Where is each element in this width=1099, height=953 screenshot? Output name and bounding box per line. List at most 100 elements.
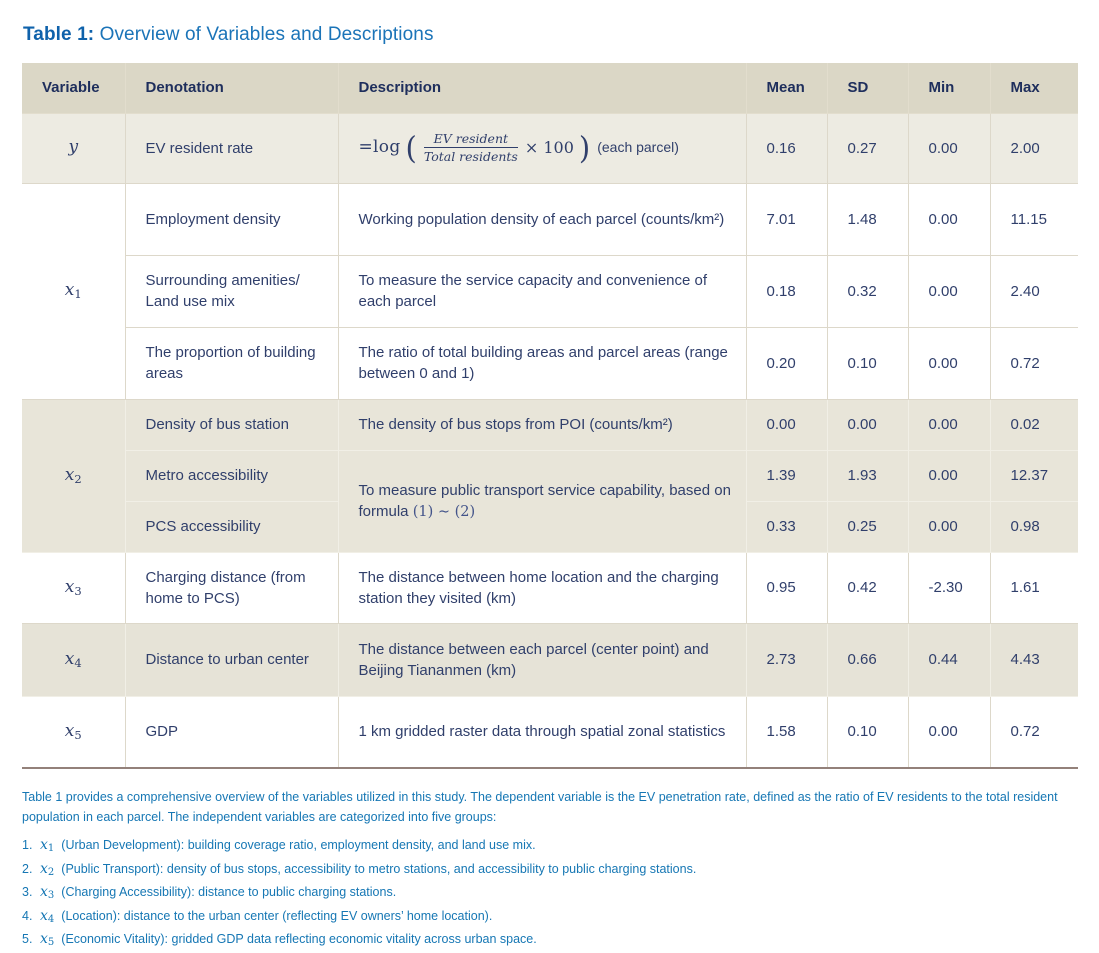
formula-reference: (1) ∼ (2) [412,503,476,520]
max-cell: 11.15 [989,182,1078,256]
sd-cell: 1.93 [826,449,909,502]
denotation-cell: EV resident rate [124,112,339,184]
variable-cell-x3: x3 [22,551,126,624]
description-cell-formula: =log ( EV resident Total residents × 100… [337,112,747,184]
description-cell: Working population density of each parce… [337,182,747,256]
mean-cell: 7.01 [745,182,828,256]
mean-cell: 0.18 [745,254,828,328]
table-row: y EV resident rate =log ( EV resident To… [22,112,1078,184]
variable-cell-x4: x4 [22,622,126,697]
list-item: 1. x1 (Urban Development): building cove… [22,834,1078,858]
description-cell: To measure the service capacity and conv… [337,254,747,328]
sd-cell: 0.42 [826,551,909,624]
math-var-x4: x4 [64,648,82,670]
sd-cell: 0.66 [826,622,909,697]
footnote-intro: Table 1 provides a comprehensive overvie… [22,790,1058,824]
table-row: x5 GDP 1 km gridded raster data through … [22,695,1078,767]
table-row: x4 Distance to urban center The distance… [22,622,1078,697]
header-max: Max [989,63,1078,114]
list-item: 3. x3 (Charging Accessibility): distance… [22,881,1078,905]
max-cell: 2.00 [989,112,1078,184]
header-sd: SD [826,63,909,114]
math-var-x3: x3 [64,576,82,598]
max-cell: 0.02 [989,398,1078,451]
mean-cell: 0.95 [745,551,828,624]
min-cell: 0.00 [907,326,991,400]
table-number-label: Table 1: [23,24,95,45]
max-cell: 0.72 [989,695,1078,767]
denotation-cell: PCS accessibility [125,500,339,553]
max-cell: 0.98 [989,500,1078,553]
max-cell: 1.61 [989,551,1078,624]
description-cell: The density of bus stops from POI (count… [337,398,747,451]
description-cell: The ratio of total building areas and pa… [337,326,747,400]
variable-cell-x1: x1 [22,182,126,400]
sd-cell: 0.25 [826,500,909,553]
page-title: Table 1: Overview of Variables and Descr… [23,24,1078,46]
max-cell: 2.40 [989,254,1078,328]
variable-cell-y: y [22,112,126,184]
variable-cell-x5: x5 [22,695,126,767]
denotation-cell: The proportion of building areas [125,326,339,400]
math-var-x4: x4 [40,907,55,925]
header-variable: Variable [22,63,126,114]
denotation-cell: Charging distance (from home to PCS) [124,551,339,624]
sd-cell: 0.32 [826,254,909,328]
mean-cell: 0.00 [745,398,828,451]
min-cell: 0.00 [907,182,991,256]
variables-table-wrapper: Variable Denotation Description Mean SD … [22,63,1078,769]
math-var-x1: x1 [64,280,82,302]
table-title-text: Overview of Variables and Descriptions [99,24,434,45]
min-cell: 0.00 [907,449,991,502]
sd-cell: 0.27 [826,112,909,184]
min-cell: 0.00 [907,500,991,553]
table-row: Surrounding amenities/ Land use mix To m… [22,254,1078,328]
fraction: EV resident Total residents [423,131,518,164]
sd-cell: 1.48 [826,182,909,256]
table-row: x3 Charging distance (from home to PCS) … [22,551,1078,624]
math-var-x1: x1 [40,837,55,854]
mean-cell: 0.16 [745,112,828,184]
header-mean: Mean [745,63,828,114]
table-row: The proportion of building areas The rat… [22,326,1078,400]
max-cell: 12.37 [989,449,1078,502]
mean-cell: 0.20 [745,326,828,400]
header-denotation: Denotation [124,63,339,114]
min-cell: 0.00 [907,112,991,184]
math-var-x5: x5 [64,720,82,742]
mean-cell: 2.73 [745,622,828,697]
math-var-y: y [68,137,79,158]
list-item: 4. x4 (Location): distance to the urban … [22,905,1078,929]
description-cell: The distance between each parcel (center… [337,622,747,697]
denotation-cell: Surrounding amenities/ Land use mix [125,254,339,328]
sd-cell: 0.00 [826,398,909,451]
denotation-cell: Employment density [124,182,339,256]
min-cell: 0.00 [907,398,991,451]
denotation-cell: GDP [124,695,339,767]
table-row: x1 Employment density Working population… [22,182,1078,400]
min-cell: 0.44 [907,622,991,697]
ev-rate-formula: =log ( EV resident Total residents × 100… [358,130,679,166]
header-row: Variable Denotation Description Mean SD … [22,63,1078,114]
sd-cell: 0.10 [826,326,909,400]
math-var-x3: x3 [40,884,55,902]
close-paren: ) [578,130,591,166]
variable-cell-x2: x2 [22,398,126,553]
denotation-cell: Distance to urban center [124,622,339,697]
footnote-list: 1. x1 (Urban Development): building cove… [22,834,1078,952]
header-min: Min [907,63,991,114]
max-cell: 4.43 [989,622,1078,697]
max-cell: 0.72 [989,326,1078,400]
open-paren: ( [405,130,417,166]
sd-cell: 0.10 [826,695,909,767]
mean-cell: 1.39 [745,449,828,502]
mean-cell: 0.33 [745,500,828,553]
min-cell: 0.00 [907,695,991,767]
table-row: x2 Density of bus station The density of… [22,398,1078,553]
variables-table: Variable Denotation Description Mean SD … [22,63,1078,767]
mean-cell: 1.58 [745,695,828,767]
table-row: Metro accessibility To measure public tr… [22,449,1078,553]
list-item: 2. x2 (Public Transport): density of bus… [22,858,1078,882]
math-var-x2: x2 [40,860,55,878]
